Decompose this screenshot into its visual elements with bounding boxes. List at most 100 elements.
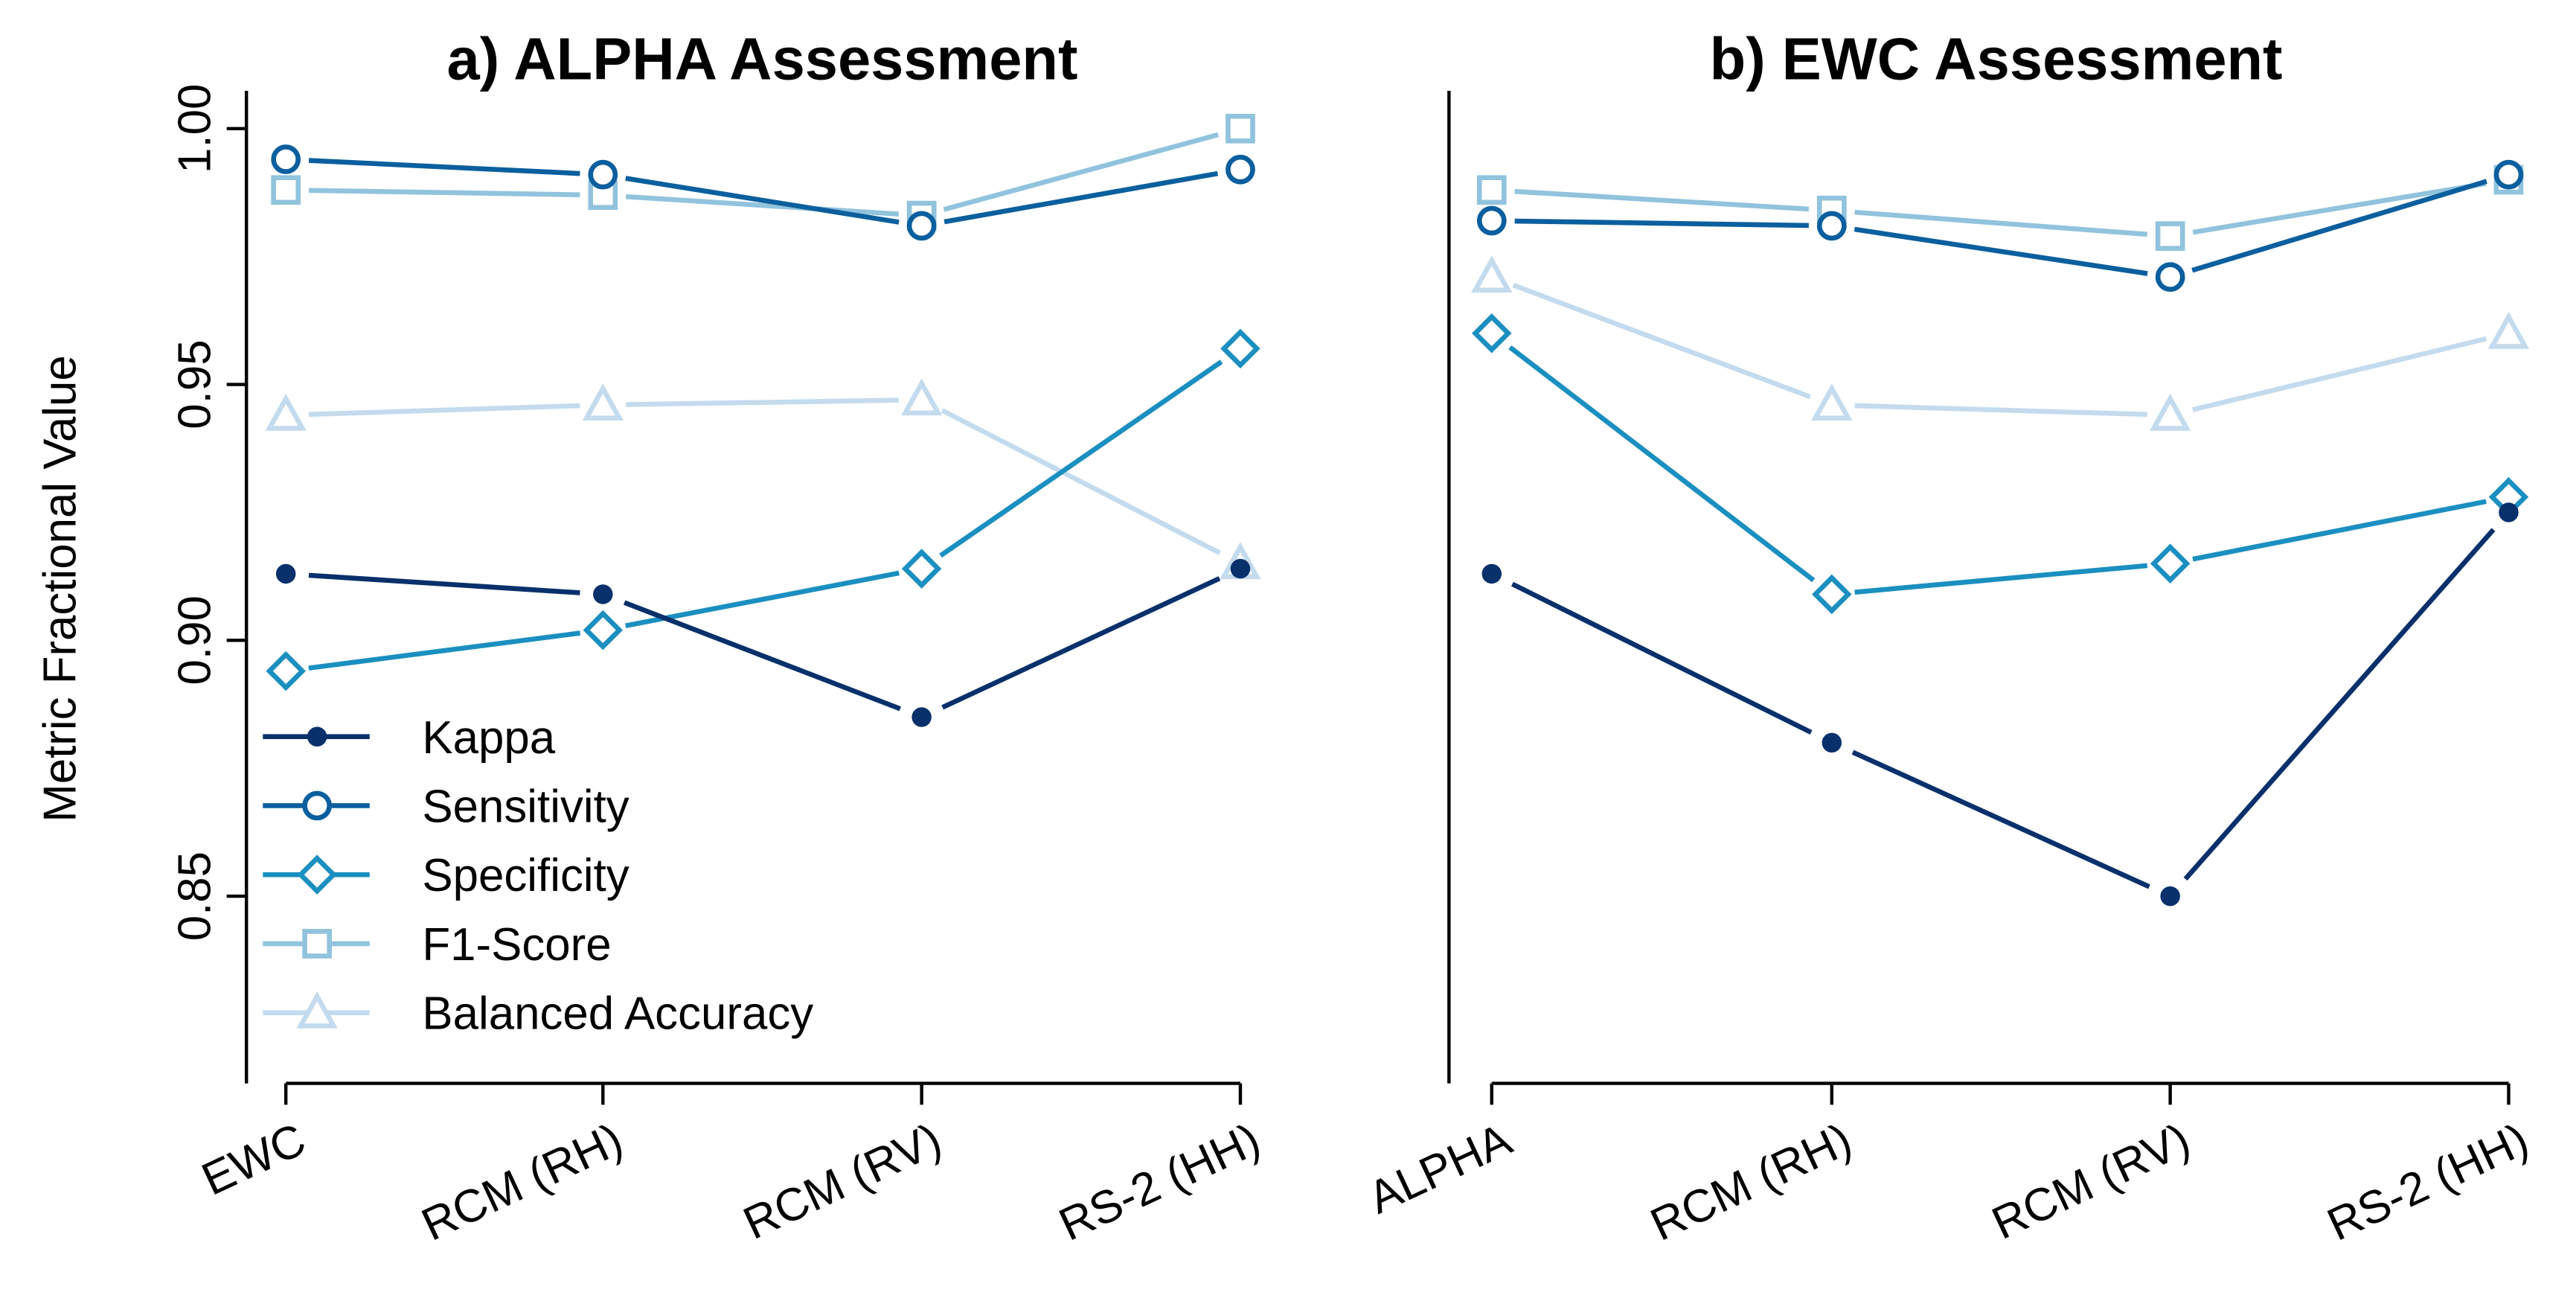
series-sensitivity	[1476, 159, 2524, 293]
point-marker	[588, 159, 618, 190]
point-marker	[900, 378, 943, 416]
panel-b: ALPHA RCM (RH) RCM (RV) RS-2 (HH)	[1361, 90, 2537, 1251]
point-marker	[906, 211, 937, 241]
series-line	[308, 158, 580, 176]
series-line	[1854, 563, 2148, 595]
legend: Kappa Sensitivity Specificity F1-Score Balan…	[263, 712, 813, 1040]
series-line	[309, 188, 580, 197]
series-line	[939, 359, 1223, 558]
point-marker	[275, 563, 296, 584]
point-marker	[302, 929, 332, 959]
x-tick-label: RCM (RV)	[1984, 1113, 2197, 1250]
point-marker	[2155, 221, 2185, 252]
series-line	[2192, 499, 2487, 562]
series-line	[625, 570, 900, 628]
y-tick-label: 0.95	[170, 339, 221, 429]
series-line	[623, 600, 901, 712]
series-line	[1853, 226, 2148, 276]
point-marker	[901, 549, 942, 589]
point-marker	[2493, 159, 2524, 190]
point-marker	[1816, 211, 1847, 241]
series-line	[1854, 403, 2147, 418]
legend-label: Specificity	[422, 850, 629, 901]
point-marker	[2499, 502, 2519, 522]
legend-label: Balanced Accuracy	[422, 988, 813, 1040]
point-marker	[2160, 886, 2180, 907]
point-marker	[271, 175, 301, 205]
series-balanced-accuracy	[265, 378, 1261, 580]
series-line	[2192, 181, 2487, 235]
point-marker	[271, 144, 301, 174]
point-marker	[1476, 175, 1507, 205]
series-line	[1510, 581, 1813, 735]
series-line	[1514, 218, 1809, 228]
point-marker	[582, 383, 624, 421]
y-axis-label: Metric Fractional Value	[35, 355, 86, 822]
y-tick-label: 0.90	[170, 595, 221, 685]
legend-label: Kappa	[422, 712, 555, 764]
series-line	[308, 572, 580, 595]
point-marker	[1471, 255, 1513, 293]
series-line	[943, 170, 1219, 225]
panel-a: EWC RCM (RH) RCM (RV) RS-2 (HH) 0.85 0.90 0.95…	[170, 84, 1268, 1251]
point-marker	[1230, 558, 1251, 579]
point-marker	[296, 991, 338, 1029]
x-tick-label: RCM (RV)	[736, 1113, 949, 1250]
y-tick-label: 0.85	[170, 851, 221, 941]
series-sensitivity	[271, 144, 1255, 241]
series-line	[2191, 336, 2487, 412]
series-line	[1851, 750, 2150, 889]
point-marker	[1812, 574, 1852, 615]
series-line	[1854, 209, 2148, 237]
series-line	[1508, 345, 1816, 583]
series-line	[308, 403, 580, 418]
x-tick-label: RS-2 (HH)	[1051, 1113, 1268, 1250]
point-marker	[1225, 154, 1255, 185]
point-marker	[2487, 311, 2530, 349]
point-marker	[302, 790, 332, 821]
series-line	[943, 132, 1220, 212]
point-marker	[297, 854, 337, 895]
legend-label: F1-Score	[422, 919, 611, 971]
point-marker	[1476, 205, 1507, 236]
point-marker	[1220, 328, 1260, 369]
series-line	[625, 176, 900, 225]
x-tick-label: RCM (RH)	[1643, 1113, 1859, 1250]
point-marker	[1472, 313, 1512, 354]
series-balanced-accuracy	[1471, 255, 2530, 431]
series-line	[2183, 528, 2496, 881]
point-marker	[2150, 543, 2191, 584]
legend-label: Sensitivity	[422, 782, 629, 833]
point-marker	[593, 584, 613, 604]
point-marker	[2155, 262, 2185, 293]
point-marker	[2149, 393, 2191, 431]
x-tick-label: ALPHA	[1361, 1113, 1520, 1224]
series-line	[308, 630, 581, 671]
point-marker	[266, 651, 306, 691]
series-line	[1514, 188, 1810, 212]
series-line	[941, 408, 1221, 556]
point-marker	[1481, 563, 1502, 584]
x-tick-label: EWC	[194, 1113, 313, 1205]
series-kappa	[275, 558, 1251, 727]
series-line	[1512, 282, 1812, 400]
point-marker	[583, 610, 624, 651]
series-line	[625, 194, 900, 217]
series-kappa	[1481, 502, 2519, 907]
series-specificity	[1472, 313, 2529, 615]
point-marker	[1225, 113, 1255, 144]
panel-a-title: a) ALPHA Assessment	[447, 26, 1078, 92]
series-line	[941, 576, 1221, 710]
x-tick-label: RCM (RH)	[414, 1113, 631, 1250]
series-f1-score	[271, 113, 1255, 231]
y-tick-label: 1.00	[170, 84, 221, 173]
panel-b-title: b) EWC Assessment	[1710, 26, 2283, 92]
point-marker	[1822, 732, 1842, 753]
x-tick-label: RS-2 (HH)	[2320, 1113, 2537, 1250]
point-marker	[911, 707, 932, 727]
point-marker	[1811, 383, 1853, 421]
point-marker	[307, 726, 327, 747]
series-f1-score	[1476, 164, 2524, 252]
series-specificity	[266, 328, 1260, 691]
